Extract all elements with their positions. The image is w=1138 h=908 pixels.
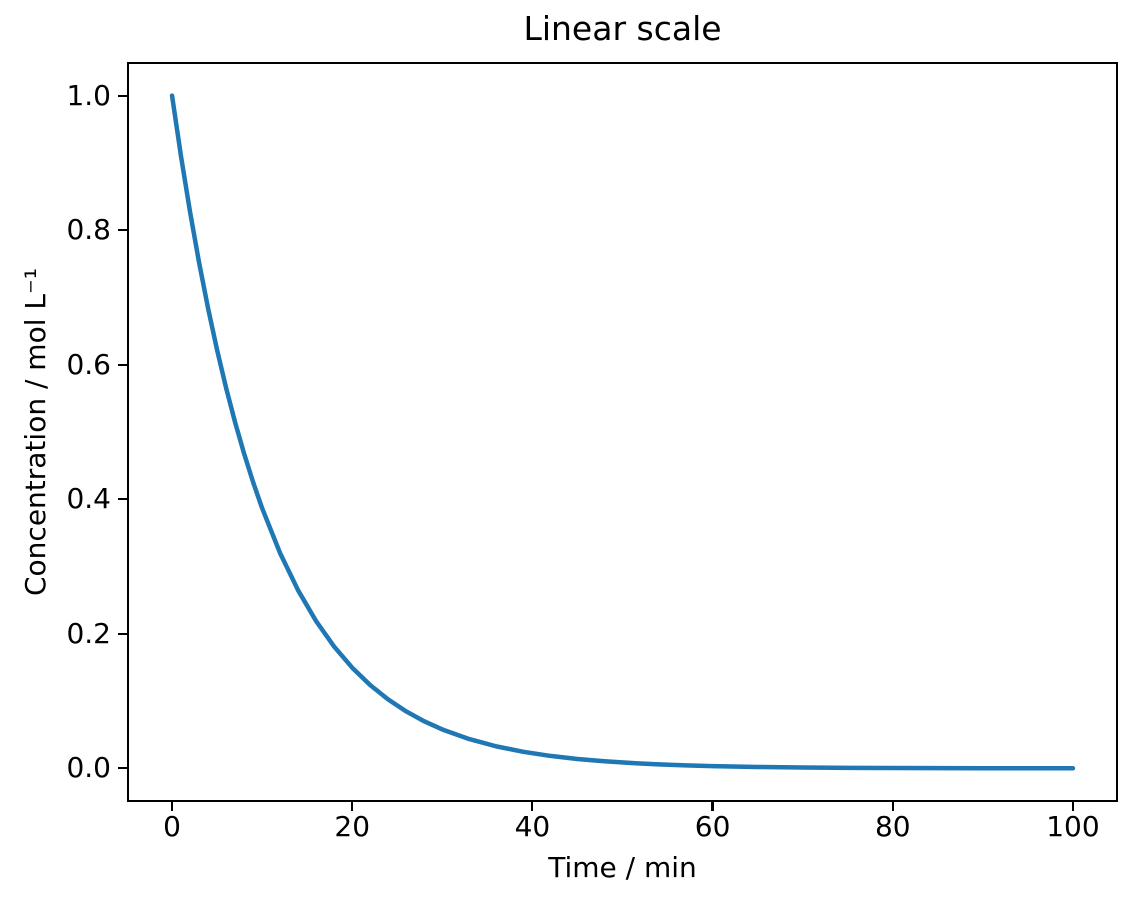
y-tick-mark [118,498,127,501]
y-tick-mark [118,94,127,97]
x-tick-mark [531,802,534,811]
y-tick-label: 0.8 [66,213,111,247]
x-tick-label: 40 [514,810,551,843]
x-tick-label: 0 [163,810,181,843]
x-tick-mark [1071,802,1075,811]
x-tick-mark [351,802,354,811]
plot-area [127,62,1118,802]
x-tick-label: 20 [334,810,371,843]
x-axis-label: Time / min [548,851,697,884]
x-tick-mark [711,802,714,811]
chart-title: Linear scale [523,9,722,48]
y-tick-label: 1.0 [66,78,111,112]
x-tick-label: 80 [874,810,911,843]
y-tick-label: 0.2 [66,616,111,650]
decay-curve [169,93,1076,771]
x-tick-label: 100 [1046,810,1100,843]
y-tick-label: 0.6 [66,347,111,381]
y-axis-label: Concentration / mol L⁻¹ [19,267,52,597]
y-tick-mark [118,363,127,366]
x-tick-label: 60 [694,810,731,843]
y-tick-mark [118,767,127,770]
y-tick-label: 0.4 [66,482,111,516]
x-tick-mark [891,802,894,811]
y-tick-mark [118,632,127,635]
y-tick-mark [118,229,127,232]
y-tick-label: 0.0 [66,751,111,785]
series-concentration-decay [169,93,1076,771]
x-tick-mark [170,802,174,811]
